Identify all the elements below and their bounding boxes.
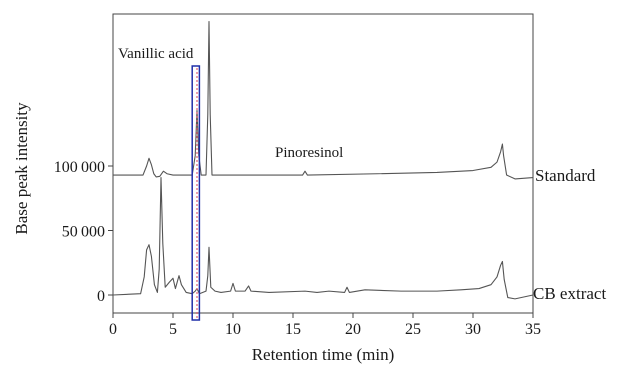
trace-cb-extract	[112, 177, 534, 300]
annotation-vanillic-acid: Vanillic acid	[118, 46, 194, 62]
annotation-pinoresinol: Pinoresinol	[275, 145, 343, 161]
y-axis-title: Base peak intensity	[12, 102, 31, 235]
x-tick-label: 15	[285, 321, 301, 338]
trace-standard	[113, 20, 534, 180]
y-tick-label: 50 000	[62, 224, 105, 241]
trace-label-standard: Standard	[535, 166, 596, 185]
trace-label-cb-extract: CB extract	[533, 284, 606, 303]
vanillic-acid-highlight-box	[191, 65, 201, 321]
y-tick-label: 100 000	[54, 159, 105, 176]
x-tick-label: 30	[465, 321, 481, 338]
x-tick-label: 5	[169, 321, 177, 338]
x-tick-label: 35	[525, 321, 541, 338]
x-tick-label: 10	[225, 321, 241, 338]
x-tick-label: 25	[405, 321, 421, 338]
x-tick-label: 0	[109, 321, 117, 338]
x-axis-title: Retention time (min)	[252, 345, 395, 364]
plot-frame	[112, 13, 534, 314]
y-tick-label: 0	[97, 288, 105, 305]
x-tick-label: 20	[345, 321, 361, 338]
